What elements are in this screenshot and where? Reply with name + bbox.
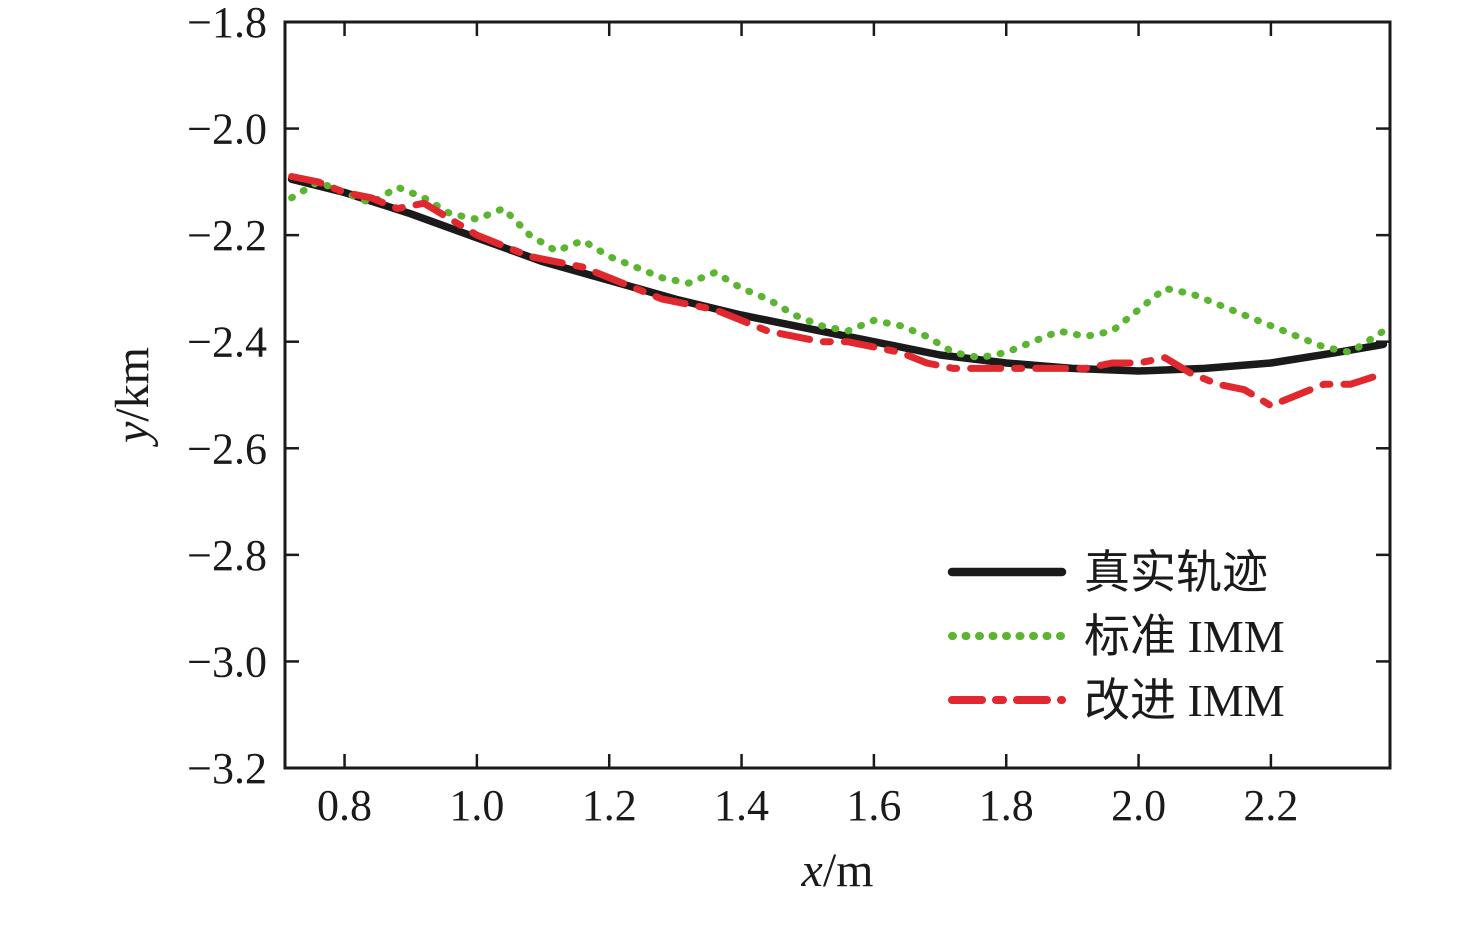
y-tick-label: −3.2 [187, 744, 267, 793]
series-line-0 [287, 175, 1388, 375]
x-tick-label: 2.0 [1111, 781, 1166, 830]
x-tick-label: 1.0 [449, 781, 504, 830]
legend-label-2: 改进 IMM [1084, 675, 1285, 726]
y-axis-label: y/km [106, 347, 159, 448]
plot-frame [283, 20, 1392, 770]
x-tick-label: 2.2 [1243, 781, 1298, 830]
y-tick-label: −2.8 [187, 531, 267, 580]
series-line-1 [288, 178, 1387, 362]
x-tick-label: 1.2 [582, 781, 637, 830]
x-tick-label: 0.8 [317, 781, 372, 830]
y-tick-label: −2.0 [187, 105, 267, 154]
y-tick-label: −2.2 [187, 211, 267, 260]
y-tick-label: −3.0 [187, 637, 267, 686]
y-tick-label: −2.4 [187, 318, 267, 367]
legend-label-0: 真实轨迹 [1084, 547, 1268, 598]
y-tick-label: −1.8 [187, 0, 267, 47]
x-axis-label: x/m [801, 844, 874, 897]
series-line-2 [288, 173, 1387, 410]
y-tick-label: −2.6 [187, 424, 267, 473]
x-tick-label: 1.8 [979, 781, 1034, 830]
x-tick-label: 1.4 [714, 781, 769, 830]
x-tick-label: 1.6 [846, 781, 901, 830]
legend-label-1: 标准 IMM [1084, 611, 1285, 662]
